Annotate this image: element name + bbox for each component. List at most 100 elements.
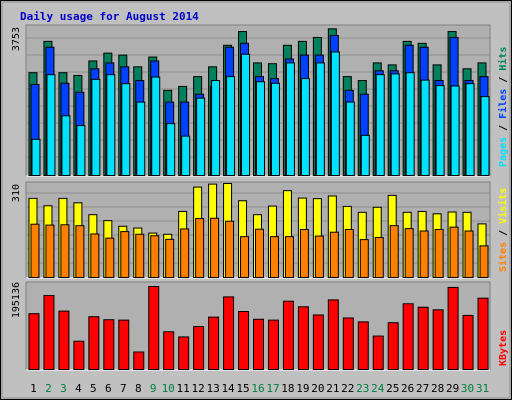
pages-bar bbox=[360, 134, 370, 176]
kbytes-bar bbox=[58, 310, 70, 370]
day-label: 29 bbox=[446, 382, 459, 395]
sites-bar bbox=[90, 233, 100, 278]
kbytes-bar bbox=[43, 295, 55, 370]
day-label: 16 bbox=[251, 382, 264, 395]
day-label: 12 bbox=[192, 382, 205, 395]
kbytes-bar bbox=[357, 321, 369, 370]
day-label: 31 bbox=[476, 382, 489, 395]
sites-bar bbox=[434, 229, 444, 278]
kbytes-bar bbox=[73, 340, 85, 371]
kbytes-bar bbox=[462, 314, 474, 370]
kbytes-bar bbox=[402, 303, 414, 371]
day-label: 5 bbox=[90, 382, 97, 395]
sites-bar bbox=[359, 239, 369, 278]
pages-bar bbox=[31, 138, 41, 176]
sites-bar bbox=[165, 238, 175, 278]
pages-bar bbox=[211, 80, 221, 176]
pages-bar bbox=[270, 82, 280, 176]
kbytes-bar bbox=[447, 286, 459, 371]
sites-bar bbox=[255, 228, 264, 279]
sites-bar bbox=[75, 225, 85, 278]
legend-separator: / bbox=[498, 71, 509, 89]
kbytes-bar bbox=[88, 316, 100, 370]
sites-bar bbox=[299, 229, 309, 278]
day-label: 19 bbox=[296, 382, 309, 395]
visits-sites-panel bbox=[25, 181, 491, 279]
day-label: 25 bbox=[386, 382, 399, 395]
sites-bar bbox=[449, 226, 459, 278]
sites-bar bbox=[210, 217, 220, 278]
bottom-panel-legend: KBytes bbox=[498, 330, 509, 366]
day-label: 3 bbox=[60, 382, 67, 395]
kbytes-bar bbox=[223, 296, 235, 370]
kbytes-bar bbox=[118, 319, 130, 371]
day-label: 10 bbox=[162, 382, 175, 395]
pages-bar bbox=[390, 73, 400, 176]
kbytes-bar bbox=[387, 322, 399, 370]
sites-bar bbox=[105, 237, 115, 278]
day-label: 23 bbox=[356, 382, 369, 395]
sites-bar bbox=[284, 236, 294, 279]
sites-bar bbox=[45, 224, 55, 278]
pages-bar bbox=[256, 81, 265, 176]
pages-bar bbox=[196, 97, 206, 176]
top-panel-legend: Pages / Files / Hits bbox=[497, 47, 509, 167]
day-label: 18 bbox=[281, 382, 294, 395]
kbytes-bar bbox=[193, 326, 205, 370]
bottom-panel-max-label: 195136 bbox=[11, 282, 22, 318]
pages-bar bbox=[91, 78, 101, 176]
kbytes-bar bbox=[282, 300, 294, 370]
pages-bar bbox=[136, 101, 146, 176]
day-label: 11 bbox=[177, 382, 190, 395]
kbytes-bar bbox=[267, 319, 279, 371]
day-label: 9 bbox=[150, 382, 157, 395]
pages-bar bbox=[315, 62, 325, 176]
sites-bar bbox=[150, 235, 160, 278]
pages-bar bbox=[465, 83, 475, 176]
day-label: 4 bbox=[75, 382, 82, 395]
pages-bar bbox=[46, 74, 56, 176]
sites-bar bbox=[314, 235, 324, 279]
day-label: 2 bbox=[45, 382, 52, 395]
kbytes-bar bbox=[253, 318, 264, 371]
kbytes-bar bbox=[477, 297, 489, 371]
pages-bar bbox=[285, 62, 295, 176]
sites-bar bbox=[180, 228, 190, 278]
legend-pages: Pages bbox=[498, 137, 509, 167]
sites-bar bbox=[329, 231, 339, 279]
kbytes-bar bbox=[432, 309, 444, 370]
middle-panel-max-label: 310 bbox=[11, 184, 22, 202]
day-label: 20 bbox=[311, 382, 324, 395]
pages-bar bbox=[450, 85, 460, 176]
hits-files-pages-panel bbox=[25, 24, 491, 177]
day-label: 15 bbox=[236, 382, 249, 395]
kbytes-bar bbox=[133, 351, 145, 371]
sites-bar bbox=[195, 218, 205, 279]
sites-bar bbox=[419, 230, 429, 278]
day-label: 30 bbox=[461, 382, 474, 395]
pages-bar bbox=[405, 72, 415, 176]
day-label: 27 bbox=[416, 382, 429, 395]
pages-bar bbox=[480, 96, 490, 176]
sites-bar bbox=[269, 236, 279, 279]
legend-separator: / bbox=[498, 119, 509, 137]
kbytes-bar bbox=[238, 311, 250, 371]
kbytes-bar bbox=[297, 306, 309, 370]
pages-bar bbox=[61, 115, 71, 176]
kbytes-bar bbox=[372, 335, 384, 370]
sites-bar bbox=[60, 224, 70, 279]
top-panel-max-label: 3753 bbox=[11, 27, 22, 51]
legend-visits: Visits bbox=[497, 188, 509, 224]
sites-bar bbox=[120, 231, 130, 279]
sites-bar bbox=[225, 220, 235, 278]
pages-bar bbox=[76, 125, 86, 176]
sites-bar bbox=[404, 228, 414, 278]
middle-panel-legend: Sites / Visits bbox=[497, 188, 509, 272]
legend-files: Files bbox=[497, 89, 509, 119]
pages-bar bbox=[375, 74, 385, 176]
sites-bar bbox=[30, 223, 40, 278]
pages-bar bbox=[435, 85, 445, 176]
day-label: 24 bbox=[371, 382, 385, 395]
pages-bar bbox=[300, 78, 310, 176]
